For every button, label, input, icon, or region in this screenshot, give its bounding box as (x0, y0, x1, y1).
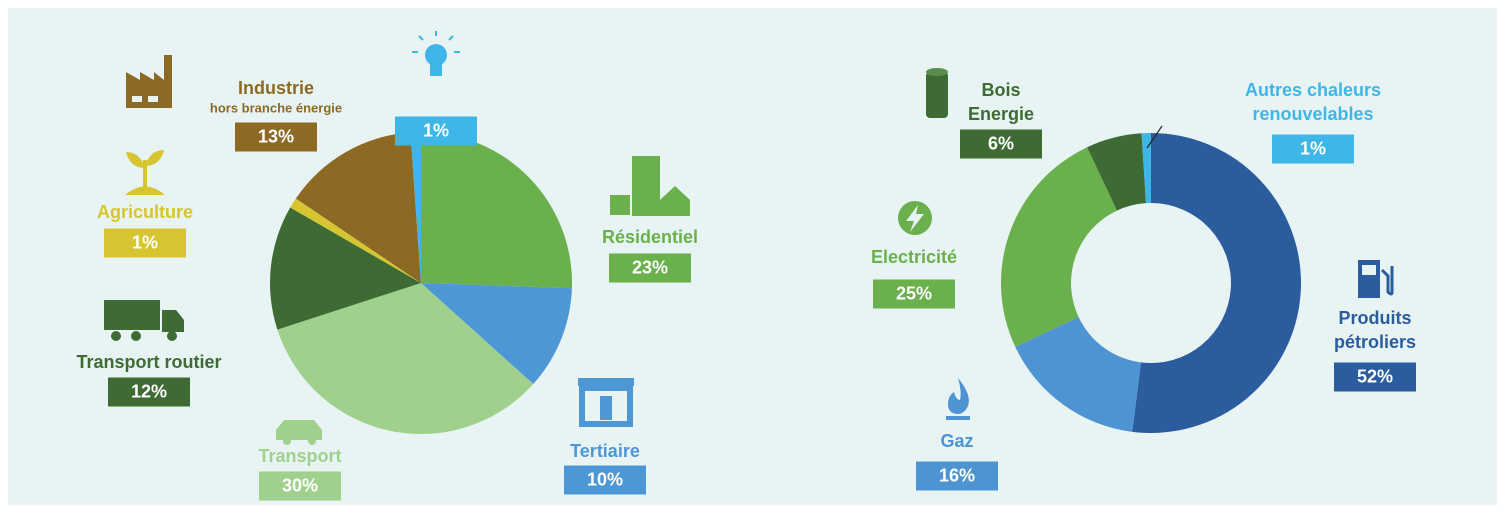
icon-pump (1358, 260, 1394, 298)
category-label: Agriculture (96, 202, 193, 222)
donut-slice (1015, 317, 1141, 432)
leader-line (1146, 125, 1163, 149)
value-label: 52% (1334, 362, 1416, 392)
icon-shop (578, 378, 634, 427)
pie-slice (410, 132, 421, 283)
value-label: 23% (609, 253, 691, 283)
icon-truck (104, 300, 184, 341)
pie-slice (421, 132, 573, 289)
pie-layer (270, 132, 1302, 434)
icon-factory (126, 55, 172, 108)
value-label: 25% (873, 279, 955, 309)
value-label: 16% (916, 461, 998, 491)
category-label: Tertiaire (570, 441, 640, 461)
icon-flame (946, 378, 970, 420)
donut-slice (1087, 133, 1146, 211)
category-label: Electricité (870, 247, 958, 267)
donut-slice (1132, 133, 1302, 434)
category-label: Bois Energie (967, 80, 1035, 124)
pie-slice (290, 198, 421, 283)
category-label: Transport routier (76, 352, 222, 372)
pie-slice (277, 283, 534, 434)
category-label: Industrie (237, 78, 314, 98)
value-label: 13% (235, 122, 317, 152)
value-label: 1% (104, 228, 186, 258)
donut-slice (1141, 133, 1151, 204)
icon-bolt (898, 201, 932, 235)
value-label: 12% (108, 377, 190, 407)
value-label: 10% (564, 465, 646, 495)
pie-slice (295, 132, 421, 283)
pie-slice (421, 283, 572, 385)
category-label: Autres chaleurs renouvelables (1244, 80, 1382, 124)
category-label: Résidentiel (601, 227, 699, 247)
donut-slice (1000, 147, 1117, 347)
icon-bulb (412, 31, 460, 76)
category-label: Transport (258, 446, 342, 466)
pie-slice (270, 207, 421, 330)
category-sublabel: hors branche énergie (209, 100, 343, 116)
value-label: 1% (1272, 134, 1354, 164)
icon-plant (125, 150, 165, 195)
category-label: Produits pétroliers (1333, 308, 1417, 352)
value-label: 30% (259, 471, 341, 501)
value-label: 6% (960, 129, 1042, 159)
category-label: Gaz (940, 431, 974, 451)
value-label: 1% (395, 116, 477, 146)
icon-car (276, 420, 322, 445)
icon-log (926, 68, 948, 118)
icon-buildings (610, 156, 690, 216)
